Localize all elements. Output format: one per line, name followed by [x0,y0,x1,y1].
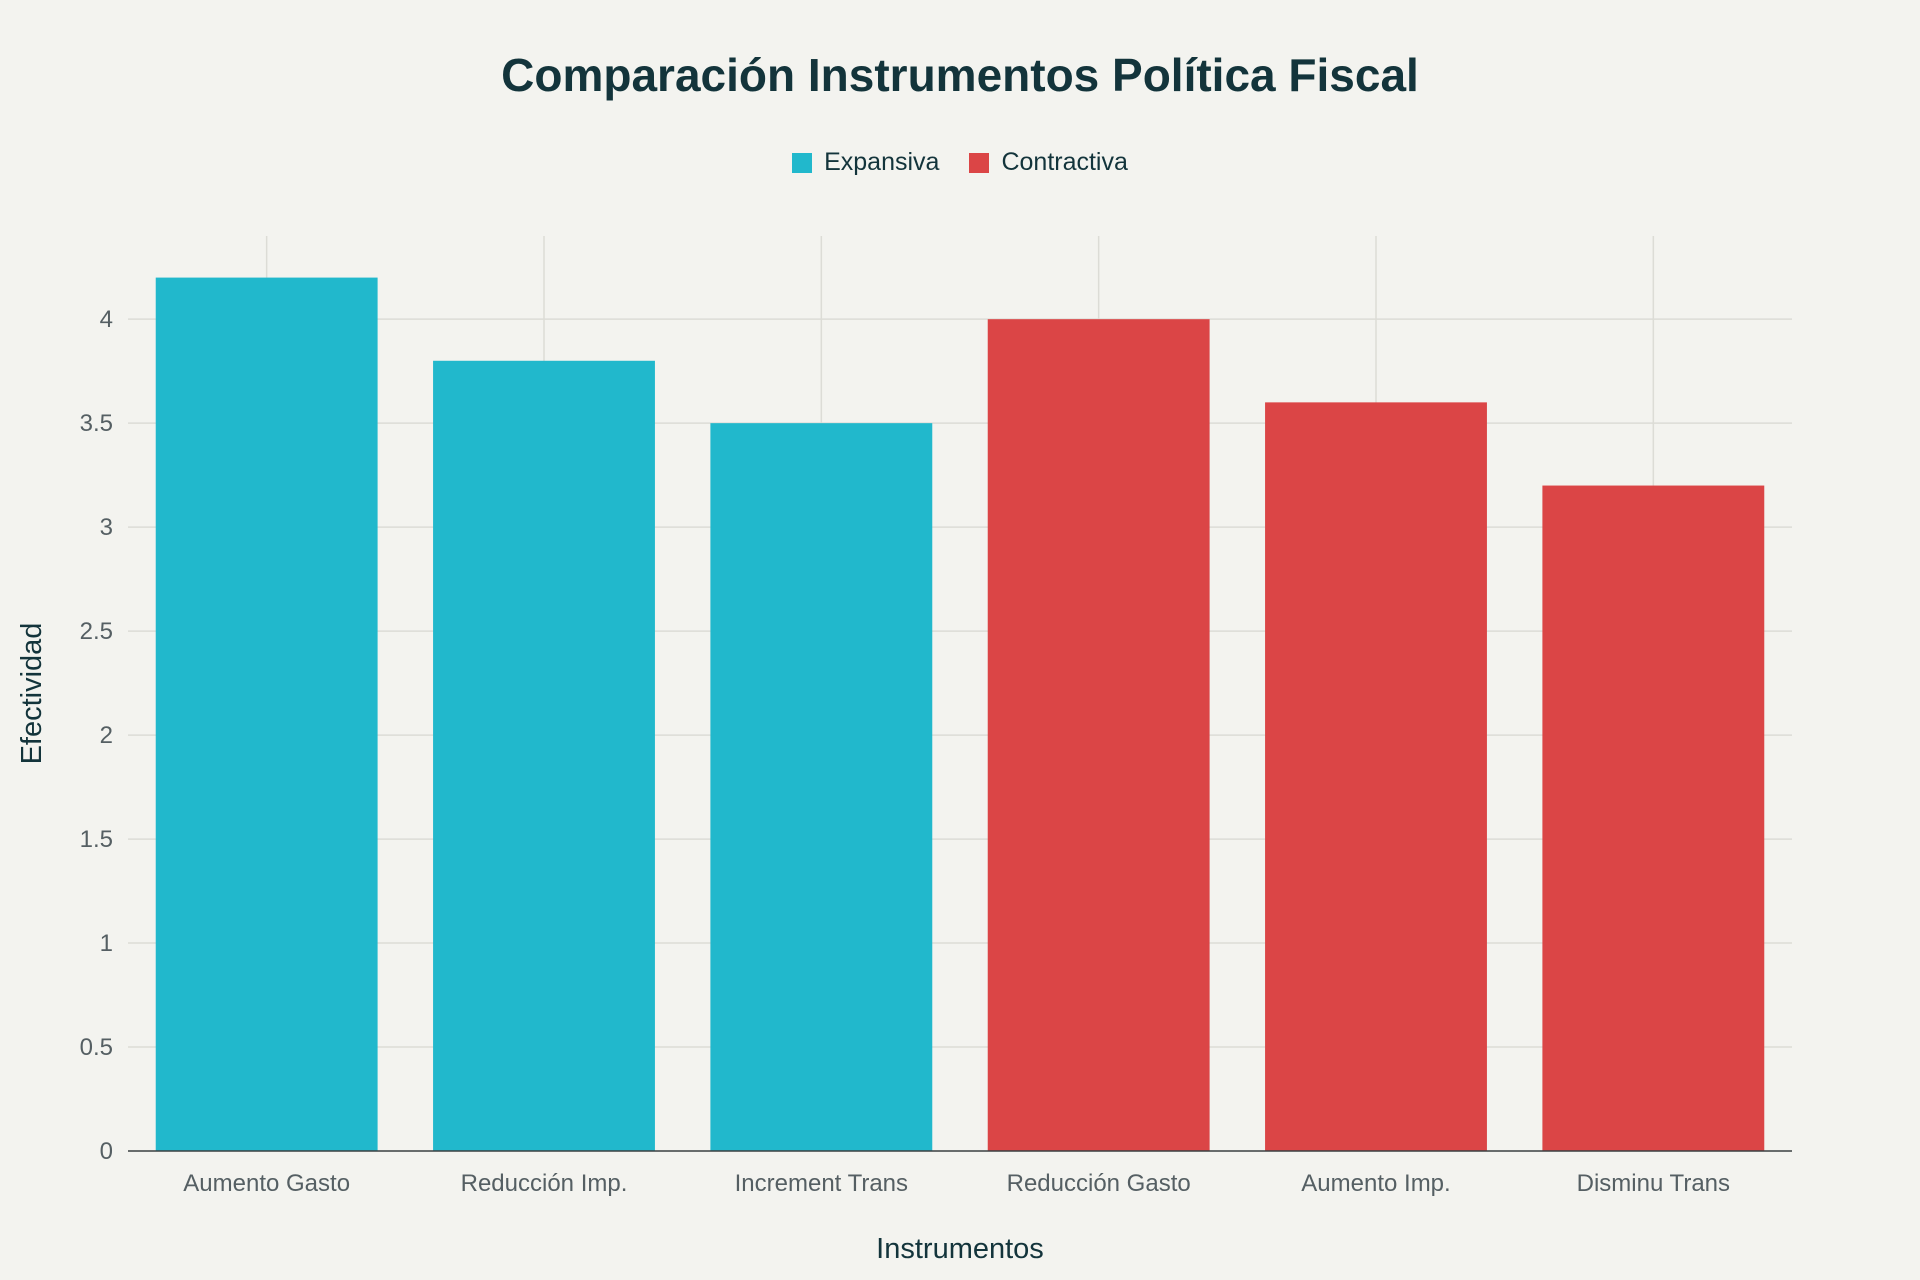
y-tick-label: 0 [100,1138,113,1165]
y-tick-label: 3 [100,514,113,541]
chart-title: Comparación Instrumentos Política Fiscal [501,49,1419,101]
x-axis-title: Instrumentos [876,1233,1044,1265]
chart-legend: Expansiva Contractiva [0,148,1920,177]
legend-label-expansiva: Expansiva [824,148,940,176]
axes: 0 0.5 1 1.5 2 2.5 3 3.5 4 Aumento Gasto Reducción … [80,306,1792,1197]
legend-item-contractiva[interactable]: Contractiva [969,148,1128,177]
bar-expansiva [433,360,655,1152]
y-tick-label: 4 [100,306,113,333]
x-tick-label: Disminu Trans [1577,1170,1730,1197]
bars [155,277,1765,1152]
x-tick-label: Increment Trans [735,1170,908,1197]
bar-contractiva [1542,485,1765,1152]
legend-label-contractiva: Contractiva [1001,148,1128,176]
bar-contractiva [1265,402,1487,1151]
bar-expansiva [155,277,378,1151]
x-tick-label: Aumento Imp. [1301,1170,1450,1197]
bar-expansiva [710,423,933,1152]
x-tick-label: Reducción Gasto [1007,1170,1191,1197]
y-tick-label: 2 [100,722,113,749]
y-tick-label: 2.5 [80,618,113,645]
x-tick-label: Reducción Imp. [461,1170,628,1197]
y-axis-title: Efectividad [16,623,48,765]
bar-contractiva [987,319,1210,1151]
legend-swatch-contractiva [969,152,990,173]
legend-swatch-expansiva [792,152,813,173]
y-tick-label: 0.5 [80,1034,113,1061]
y-tick-label: 1 [100,930,113,957]
x-tick-label: Aumento Gasto [183,1170,350,1197]
y-tick-label: 3.5 [80,410,113,437]
y-tick-label: 1.5 [80,826,113,853]
legend-item-expansiva[interactable]: Expansiva [792,148,939,177]
